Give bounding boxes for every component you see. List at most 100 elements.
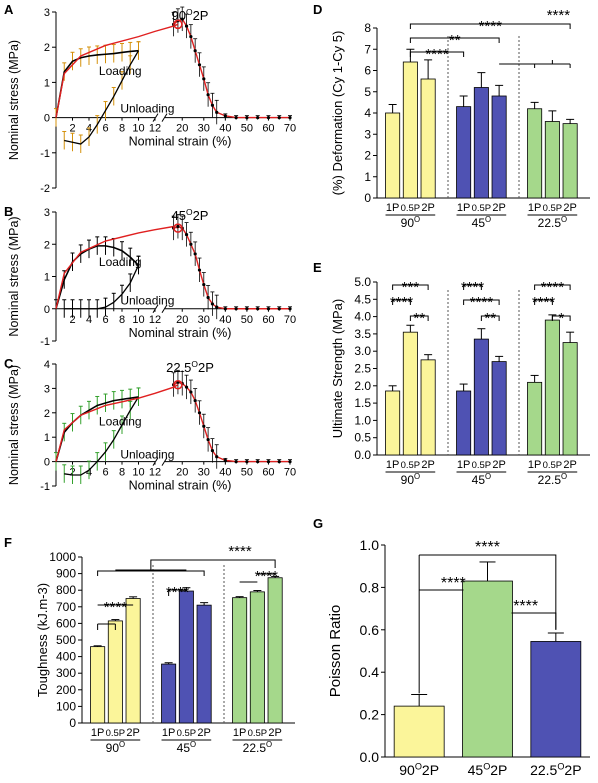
y-axis-title: Nominal stress (MPa) — [7, 365, 21, 485]
bar — [420, 359, 436, 456]
data-point — [189, 242, 193, 246]
bar — [385, 112, 401, 199]
x-tick-label: 2 — [69, 314, 75, 326]
annotation-loading: Loading — [99, 414, 142, 428]
x-tick-label: 30 — [198, 123, 210, 135]
significance-label: ** — [484, 310, 496, 327]
data-point — [215, 110, 219, 114]
significance-label: **** — [461, 279, 485, 296]
data-point — [215, 305, 219, 309]
y-tick-label: 4 — [44, 359, 50, 371]
bar-label: 2P — [421, 202, 434, 214]
bar — [473, 338, 489, 456]
data-point — [288, 307, 292, 311]
bar — [267, 577, 283, 724]
bar — [161, 663, 177, 724]
bar — [402, 61, 418, 199]
significance-bracket — [551, 315, 571, 321]
x-tick-label: 50 — [241, 123, 253, 135]
data-point — [266, 460, 271, 464]
bar-label: 1P — [386, 459, 399, 471]
significance-label: *** — [402, 279, 420, 296]
bar — [456, 390, 472, 456]
chart-panel-a: 90O2P-2-1012324681012203040506070Nominal… — [7, 6, 296, 195]
bar-label: 1P — [528, 202, 541, 214]
bar-label: 1P — [528, 459, 541, 471]
bar — [491, 361, 507, 456]
significance-bracket — [418, 554, 557, 694]
series-fit-line — [55, 225, 179, 309]
data-point — [245, 460, 249, 464]
significance-label: **** — [390, 294, 414, 311]
significance-label: **** — [425, 46, 449, 63]
significance-bracket — [392, 284, 429, 290]
y-tick-label: 2.0 — [354, 379, 371, 393]
bar — [232, 597, 248, 724]
y-tick-label: 2.5 — [354, 362, 371, 376]
y-tick-label: -1 — [40, 336, 50, 348]
y-tick-label: 3 — [44, 383, 50, 395]
significance-bracket — [409, 51, 465, 57]
bar — [462, 580, 513, 758]
data-point — [184, 232, 189, 237]
y-tick-label: 0.5 — [354, 431, 371, 445]
panel-letter-a: A — [4, 2, 14, 17]
y-tick-label: 900 — [56, 567, 76, 581]
x-tick-label: 6 — [102, 314, 108, 326]
data-point — [234, 116, 238, 120]
axis-break-mark — [161, 113, 168, 122]
y-tick-label: 0.2 — [360, 707, 380, 723]
group-label: 90O — [106, 740, 125, 755]
significance-bracket — [534, 284, 571, 290]
series-unloading-line — [64, 396, 140, 476]
group-label: 22.5O — [538, 472, 567, 487]
x-tick-label: 40 — [219, 123, 231, 135]
y-tick-label: 400 — [56, 650, 76, 664]
group-label: 45O — [472, 215, 491, 230]
data-point — [277, 307, 281, 311]
y-tick-label: 1 — [364, 170, 371, 184]
y-axis-title: Poisson Ratio — [327, 605, 344, 698]
significance-bracket — [97, 623, 116, 630]
x-tick-label: 10 — [132, 314, 144, 326]
data-point — [202, 77, 206, 81]
significance-bracket — [463, 284, 482, 290]
data-point — [210, 103, 215, 107]
data-point — [245, 116, 249, 120]
panel-letter-e: E — [313, 260, 322, 275]
annotation-unloading: Unloading — [120, 102, 174, 116]
bar — [456, 106, 472, 199]
data-point — [189, 390, 193, 394]
data-point — [206, 93, 210, 97]
data-point — [210, 449, 215, 453]
y-tick-label: 1000 — [49, 550, 76, 564]
x-tick-label: 4 — [86, 314, 92, 326]
chart-panel-e: 0.0 0.5 1.0 1.5 2.0 2.5 3.0 3.5 4.0 4.5 5.0 Ultimat… — [330, 275, 590, 487]
x-axis-title: Nominal strain (%) — [129, 326, 232, 340]
bar — [196, 604, 212, 724]
y-tick-label: 0 — [69, 716, 76, 730]
y-tick-label: 3 — [44, 7, 50, 19]
data-point — [234, 307, 238, 311]
y-tick-label: 0.0 — [360, 749, 380, 765]
data-point — [266, 307, 271, 311]
chart-title: 22.5O2P — [166, 359, 214, 375]
y-tick-label: 1.5 — [354, 396, 371, 410]
series-loading-line — [55, 49, 139, 118]
data-point — [202, 424, 206, 428]
bar-label: 2P — [492, 459, 505, 471]
data-point — [193, 252, 197, 256]
group-label: 90O — [401, 472, 420, 487]
x-axis-title: Nominal strain (%) — [129, 479, 232, 493]
x-tick-label: 50 — [241, 467, 253, 479]
data-point — [206, 295, 210, 300]
data-point — [197, 63, 202, 67]
y-tick-label: 700 — [56, 600, 76, 614]
significance-bracket — [392, 299, 411, 305]
significance-bracket — [150, 559, 276, 571]
y-tick-label: 0 — [364, 191, 371, 205]
bar-label: 1P — [162, 727, 175, 739]
bar-label: 0.5P — [106, 728, 126, 739]
data-point — [193, 399, 197, 403]
